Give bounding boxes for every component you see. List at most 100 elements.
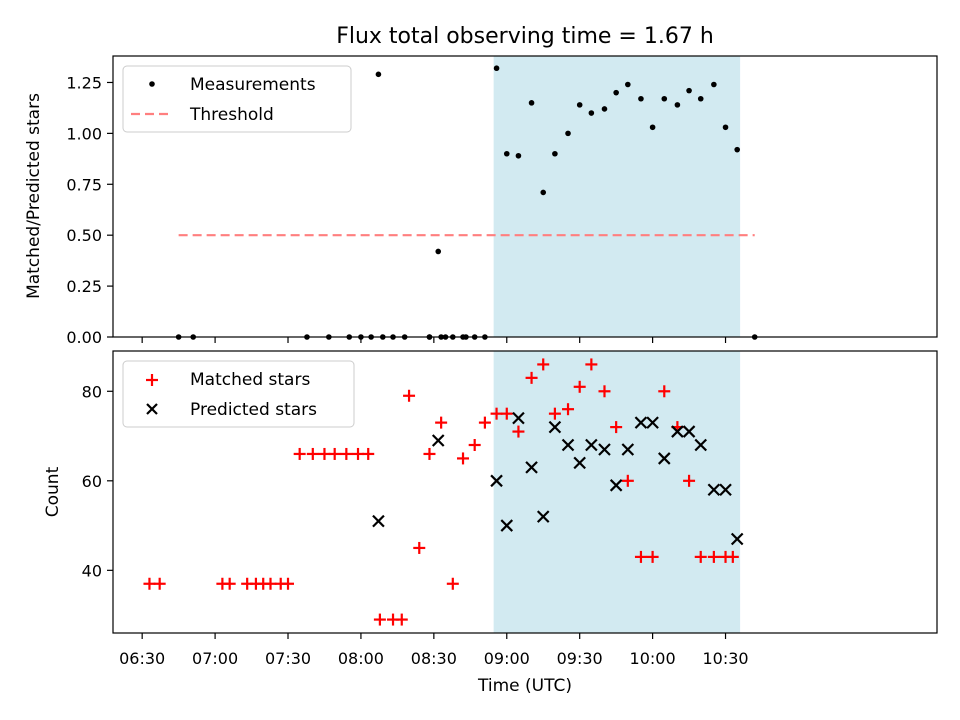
- predicted-star-point: [500, 519, 514, 532]
- matched-star-point: [610, 421, 623, 434]
- legend-bottom: Matched stars Predicted stars: [122, 360, 355, 428]
- top-y-axis-label: Matched/Predicted stars: [24, 93, 44, 299]
- predicted-star-point: [730, 532, 744, 546]
- bottom-y-tick-label: 80: [82, 382, 102, 401]
- matched-star-point: [373, 613, 386, 626]
- top-panel: 0.00 0.25 0.50 0.75 1.00 1.25 Matched/Predict…: [24, 55, 938, 347]
- matched-star-point: [293, 447, 306, 460]
- predicted-star-point: [548, 420, 562, 434]
- matched-star-point: [548, 407, 561, 420]
- predicted-star-point: [707, 483, 721, 497]
- measurement-point: [625, 81, 631, 88]
- matched-star-point: [500, 407, 513, 420]
- matched-star-point: [598, 385, 611, 398]
- legend-matched-label: Matched stars: [190, 370, 310, 390]
- legend-predicted-marker: [146, 403, 158, 415]
- matched-star-point: [306, 447, 319, 460]
- matched-star-point: [646, 550, 659, 563]
- predicted-star-point: [634, 416, 648, 429]
- predicted-star-point: [573, 456, 586, 470]
- measurement-point: [435, 248, 442, 255]
- measurement-point: [515, 152, 522, 159]
- matched-star-point: [340, 447, 353, 460]
- measurement-point: [493, 65, 500, 72]
- matched-star-point: [707, 550, 720, 563]
- measurement-point: [552, 150, 558, 157]
- measurement-point: [503, 150, 510, 157]
- x-axis-label: Time (UTC): [477, 676, 572, 696]
- predicted-star-point: [658, 452, 671, 465]
- x-tick-label: 08:30: [411, 649, 457, 668]
- top-axes-frame: [112, 55, 938, 338]
- bottom-y-tick-label: 40: [82, 561, 102, 580]
- top-y-tick-label: 0.75: [66, 175, 102, 194]
- matched-star-point: [395, 613, 408, 626]
- matched-star-point: [468, 439, 481, 451]
- measurement-point: [638, 95, 644, 102]
- matched-star-point: [621, 474, 634, 487]
- predicted-star-point: [609, 479, 623, 492]
- matched-star-point: [264, 577, 277, 590]
- shaded-span-bottom: [493, 351, 741, 633]
- predicted-star-point: [536, 510, 550, 523]
- predicted-star-point: [646, 416, 659, 429]
- measurement-point: [528, 100, 535, 106]
- predicted-star-point: [598, 443, 611, 456]
- measurement-point: [588, 110, 595, 116]
- measurement-point: [540, 189, 547, 196]
- x-tick-label: 08:00: [338, 649, 384, 668]
- measurement-point: [722, 124, 729, 131]
- matched-star-point: [573, 380, 586, 393]
- bottom-axes-frame: [112, 350, 938, 634]
- measurement-point: [734, 146, 740, 153]
- matched-star-point: [726, 550, 739, 563]
- matched-star-point: [634, 550, 647, 563]
- predicted-star-point: [525, 461, 538, 474]
- measurement-point: [649, 124, 656, 131]
- matched-star-point: [362, 447, 375, 460]
- predicted-star-point: [719, 483, 732, 497]
- matched-star-point: [658, 385, 671, 398]
- predicted-star-point: [512, 411, 525, 425]
- x-tick-label: 07:00: [192, 649, 238, 668]
- matched-star-point: [490, 407, 503, 420]
- matched-star-point: [143, 577, 156, 590]
- predicted-star-point: [490, 474, 503, 488]
- measurement-point: [661, 95, 668, 102]
- matched-star-point: [153, 577, 166, 590]
- legend-predicted-label: Predicted stars: [190, 400, 317, 420]
- bottom-y-tick-label: 60: [82, 472, 102, 491]
- matched-star-point: [457, 452, 470, 465]
- x-tick-label: 07:30: [265, 649, 311, 668]
- legend-measurements-label: Measurements: [190, 75, 316, 95]
- top-y-tick-label: 1.25: [66, 73, 102, 92]
- legend-matched-marker: [146, 374, 158, 386]
- predicted-star-point: [561, 438, 575, 452]
- legend-threshold-label: Threshold: [189, 105, 274, 125]
- matched-star-point: [328, 447, 341, 460]
- legend-top: Measurements Threshold: [122, 65, 352, 133]
- predicted-star-point: [694, 438, 708, 452]
- x-tick-label: 09:00: [484, 649, 530, 668]
- predicted-star-point: [682, 425, 696, 438]
- matched-star-point: [585, 358, 598, 371]
- matched-star-point: [683, 474, 696, 487]
- matched-star-point: [413, 541, 426, 554]
- matched-star-point: [435, 416, 448, 429]
- x-tick-label: 09:30: [557, 649, 603, 668]
- shaded-span-top: [493, 56, 741, 337]
- predicted-star-point: [585, 438, 598, 452]
- x-tick-label: 10:30: [702, 649, 748, 668]
- measurement-point: [613, 89, 619, 96]
- predicted-star-point: [372, 514, 385, 528]
- bottom-y-axis-label: Count: [43, 466, 63, 517]
- top-y-tick-label: 0.50: [66, 226, 102, 245]
- measurement-point: [697, 95, 704, 102]
- matched-star-point: [223, 577, 236, 590]
- top-y-tick-label: 0.25: [66, 277, 102, 296]
- measurement-point: [601, 106, 608, 112]
- x-tick-label: 06:30: [119, 649, 165, 668]
- predicted-star-point: [431, 434, 445, 447]
- matched-star-point: [512, 425, 525, 438]
